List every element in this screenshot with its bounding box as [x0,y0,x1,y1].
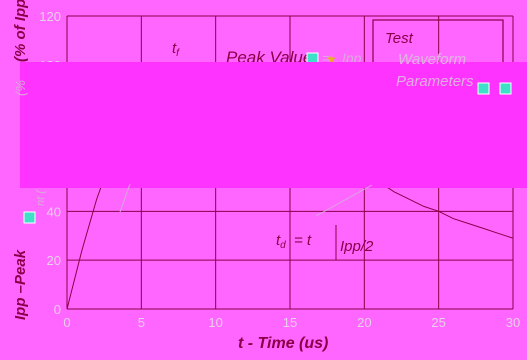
marker-square [499,82,512,95]
x-tick-label: 15 [283,315,297,330]
legend-line-1: Test [385,30,414,47]
y-axis-title-bottom: Ipp –Peak [12,249,29,320]
y-axis-fragment: (% [13,80,28,96]
td-arrow-left [119,183,131,213]
x-tick-label: 10 [208,315,222,330]
tick-labels: 051015202530020406080100120 [39,9,520,330]
y-axis-title-top: (% of Ipp) [12,0,29,62]
x-axis-title: t - Time (us) [238,335,328,352]
x-tick-label: 5 [138,315,145,330]
x-tick-label: 25 [431,315,445,330]
peak-value-suffix: = [322,50,330,66]
star-icon: ★ [326,52,337,66]
marker-square [477,82,490,95]
y-tick-label: 0 [54,302,61,317]
td-tail: Ipp/2 [340,238,374,255]
x-tick-label: 0 [63,315,70,330]
td-label: td [276,232,286,251]
td-eq: = t [294,232,312,249]
y-tick-label: 20 [47,253,61,268]
y-tick-label: 40 [47,204,61,219]
legend-line-2-overlay: Waveform [398,51,466,68]
overlay-band [20,62,527,188]
y-axis-fragment-mid: nt ( [35,189,47,206]
tf-label: tf [172,40,180,59]
x-tick-label: 20 [357,315,371,330]
x-tick-label: 30 [506,315,520,330]
marker-square [23,211,36,224]
y-tick-label: 120 [39,9,61,24]
legend-line-3-overlay: Parameters [396,73,474,90]
td-arrow [315,184,373,217]
